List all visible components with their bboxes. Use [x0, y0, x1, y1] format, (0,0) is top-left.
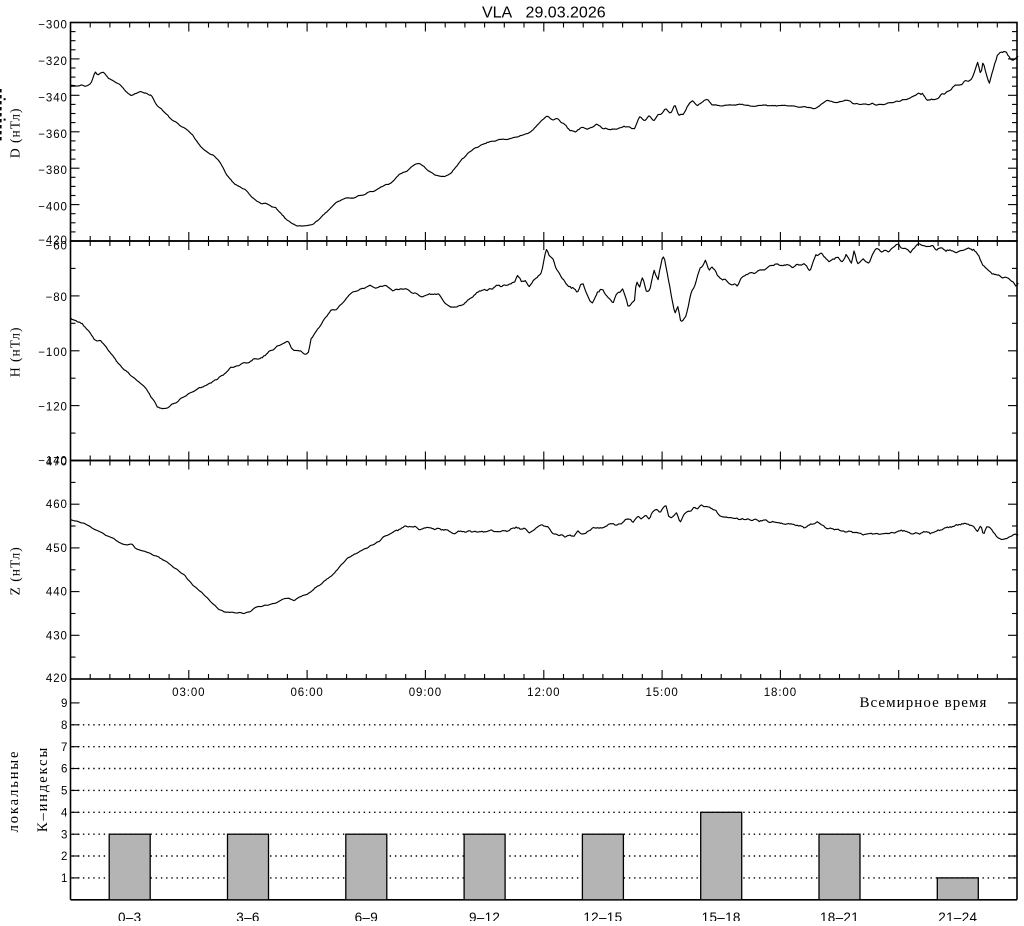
- svg-text:3: 3: [61, 829, 68, 841]
- svg-text:−300: −300: [38, 20, 68, 32]
- svg-text:−420: −420: [38, 235, 68, 247]
- svg-text:−60: −60: [46, 241, 68, 253]
- svg-text:−320: −320: [38, 56, 68, 68]
- svg-text:12–15: 12–15: [583, 910, 622, 921]
- svg-text:D (нТл): D (нТл): [8, 107, 23, 158]
- svg-text:8: 8: [61, 720, 68, 732]
- svg-text:09:00: 09:00: [409, 687, 442, 699]
- svg-text:6: 6: [61, 764, 68, 776]
- svg-text:0–3: 0–3: [118, 910, 141, 921]
- svg-text:К–индексы: К–индексы: [35, 746, 51, 832]
- svg-text:3–6: 3–6: [236, 910, 259, 921]
- svg-text:Z (нТл): Z (нТл): [8, 546, 23, 595]
- svg-text:470: 470: [46, 457, 68, 469]
- svg-text:6–9: 6–9: [355, 910, 378, 921]
- svg-text:9–12: 9–12: [469, 910, 500, 921]
- svg-text:Всемирное время: Всемирное время: [859, 695, 987, 711]
- svg-text:460: 460: [46, 499, 68, 511]
- svg-text:440: 440: [46, 587, 68, 599]
- svg-text:−140: −140: [38, 455, 68, 467]
- svg-text:1: 1: [61, 873, 68, 885]
- svg-text:5: 5: [61, 786, 68, 798]
- svg-text:450: 450: [46, 543, 68, 555]
- svg-text:4: 4: [61, 807, 68, 819]
- svg-text:03:00: 03:00: [172, 687, 205, 699]
- svg-text:−380: −380: [38, 165, 68, 177]
- svg-text:420: 420: [46, 673, 68, 685]
- svg-text:15:00: 15:00: [645, 687, 678, 699]
- svg-text:18–21: 18–21: [820, 910, 859, 921]
- svg-text:−340: −340: [38, 92, 68, 104]
- svg-text:7: 7: [61, 742, 68, 754]
- svg-text:локальные: локальные: [6, 750, 22, 833]
- svg-text:−360: −360: [38, 129, 68, 141]
- svg-text:−120: −120: [38, 402, 68, 414]
- svg-text:H (нТл): H (нТл): [8, 326, 23, 377]
- svg-text:9: 9: [61, 698, 68, 710]
- svg-text:−80: −80: [46, 292, 68, 304]
- svg-text:430: 430: [46, 630, 68, 642]
- svg-text:12:00: 12:00: [527, 687, 560, 699]
- svg-text:VLA 29.03.2026: VLA 29.03.2026: [482, 4, 606, 21]
- svg-text:21–24: 21–24: [938, 910, 977, 921]
- svg-text:−400: −400: [38, 202, 68, 214]
- svg-text:06:00: 06:00: [290, 687, 323, 699]
- svg-text:18:00: 18:00: [764, 687, 797, 699]
- svg-text:2: 2: [61, 851, 68, 863]
- svg-text:15–18: 15–18: [702, 910, 741, 921]
- svg-text:−100: −100: [38, 347, 68, 359]
